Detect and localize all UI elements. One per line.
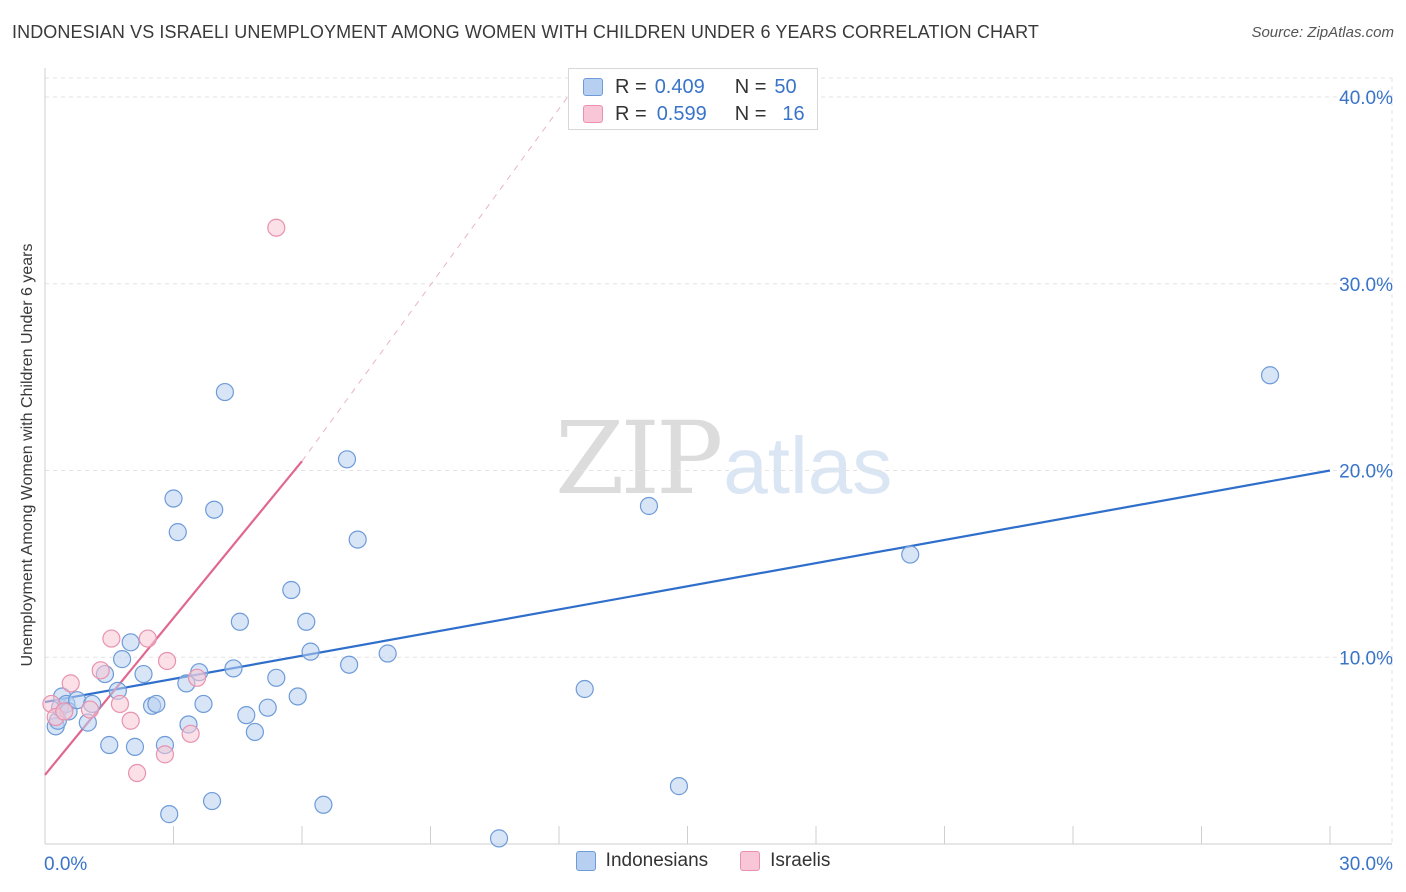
indonesians-point bbox=[230, 612, 249, 631]
indonesians-point bbox=[125, 737, 145, 756]
indonesians-point bbox=[639, 496, 659, 516]
correlation-legend: R = 0.409 N = 50 R = 0.599 N = 16 bbox=[568, 68, 818, 130]
indonesians-point bbox=[314, 795, 333, 814]
indonesians-point bbox=[160, 805, 179, 824]
chart-title: INDONESIAN VS ISRAELI UNEMPLOYMENT AMONG… bbox=[12, 22, 1040, 42]
israelis-point bbox=[157, 651, 177, 671]
israelis-point bbox=[121, 711, 140, 730]
indonesians-point bbox=[134, 664, 153, 684]
legend-label-israelis: Israelis bbox=[770, 850, 831, 871]
indonesians-point bbox=[337, 450, 357, 469]
indonesians-point bbox=[215, 382, 234, 402]
israelis-swatch bbox=[740, 851, 761, 871]
israelis-point bbox=[155, 745, 175, 764]
y-tick-label: 20.0% bbox=[1339, 462, 1393, 483]
r-label: R = bbox=[615, 75, 647, 98]
indonesians-point bbox=[489, 829, 509, 848]
tick-label-layer: 10.0% 20.0% 30.0% 40.0% 0.0% 30.0% bbox=[44, 88, 1393, 875]
n-label: N = bbox=[734, 75, 767, 98]
axis-layer bbox=[44, 68, 1392, 845]
israelis-point bbox=[267, 218, 286, 237]
legend-row-israelis: R = 0.599 N = 16 bbox=[583, 102, 805, 126]
indonesians-point bbox=[267, 668, 286, 687]
y-tick-label: 40.0% bbox=[1339, 88, 1393, 109]
legend-item-israelis: Israelis bbox=[740, 850, 830, 872]
n-label: N = bbox=[734, 102, 767, 125]
legend-label-indonesians: Indonesians bbox=[605, 850, 709, 871]
israelis-point bbox=[110, 694, 130, 714]
indonesians-point bbox=[301, 642, 320, 661]
indonesians-point bbox=[340, 655, 359, 674]
legend-row-indonesians: R = 0.409 N = 50 bbox=[583, 75, 797, 99]
indonesians-point bbox=[202, 791, 222, 811]
r-value: 0.409 bbox=[654, 75, 705, 98]
israelis-point bbox=[91, 661, 110, 680]
indonesians-point bbox=[901, 545, 920, 564]
indonesians-point bbox=[121, 633, 140, 652]
x-tick-label: 30.0% bbox=[1339, 854, 1393, 875]
israelis-point bbox=[80, 700, 100, 719]
series-legend: Indonesians Israelis bbox=[0, 850, 1406, 872]
r-label: R = bbox=[615, 102, 647, 125]
indonesians-point bbox=[282, 580, 301, 600]
indonesians-point bbox=[575, 679, 594, 699]
indonesians-swatch bbox=[583, 78, 603, 96]
israelis-point bbox=[187, 668, 207, 687]
source-note: Source: ZipAtlas.com bbox=[1251, 24, 1394, 41]
israelis-trendline-extension bbox=[301, 96, 568, 462]
indonesians-point bbox=[348, 530, 367, 549]
n-value: 50 bbox=[774, 75, 797, 98]
point-layer bbox=[42, 218, 1280, 848]
indonesians-point bbox=[245, 722, 264, 742]
israelis-point bbox=[138, 629, 157, 648]
indonesians-point bbox=[112, 650, 132, 669]
israelis-point bbox=[181, 724, 200, 743]
indonesians-point bbox=[147, 694, 166, 714]
israelis-point bbox=[61, 674, 80, 693]
indonesians-point bbox=[100, 735, 119, 755]
israelis-swatch bbox=[583, 105, 603, 123]
indonesians-point bbox=[669, 777, 689, 796]
israelis-point bbox=[55, 702, 74, 721]
indonesians-point bbox=[224, 659, 243, 678]
r-value: 0.599 bbox=[656, 102, 707, 125]
y-tick-label: 30.0% bbox=[1339, 275, 1393, 296]
indonesians-point bbox=[297, 612, 316, 631]
n-value: 16 bbox=[782, 102, 805, 125]
x-tick-label: 0.0% bbox=[44, 854, 87, 875]
indonesians-point bbox=[378, 644, 397, 663]
indonesians-point bbox=[205, 500, 224, 519]
legend-item-indonesians: Indonesians bbox=[575, 850, 709, 872]
y-tick-label: 10.0% bbox=[1339, 648, 1393, 669]
indonesians-point bbox=[237, 706, 256, 725]
indonesians-point bbox=[288, 687, 307, 706]
israelis-point bbox=[102, 629, 121, 648]
indonesians-point bbox=[1260, 366, 1280, 385]
indonesians-point bbox=[164, 489, 183, 508]
indonesians-point bbox=[194, 694, 213, 714]
indonesians-point bbox=[168, 523, 187, 542]
israelis-point bbox=[127, 763, 147, 783]
indonesians-swatch bbox=[575, 851, 596, 871]
indonesians-point bbox=[258, 698, 277, 717]
indonesians-trendline bbox=[44, 469, 1331, 704]
